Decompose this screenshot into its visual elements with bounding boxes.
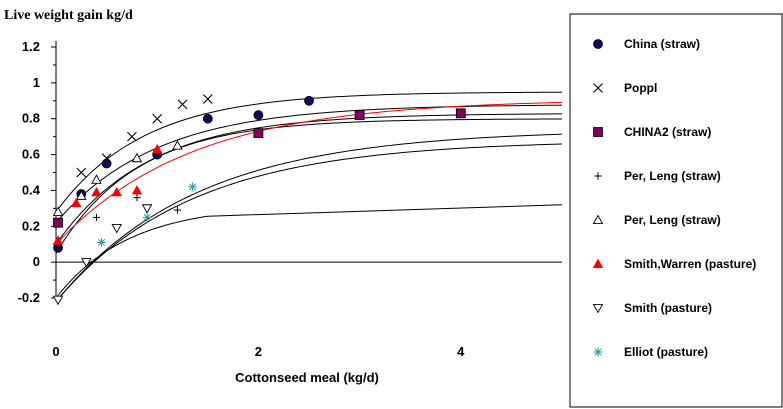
data-point-series-5 (91, 186, 102, 197)
legend-label: CHINA2 (straw) (624, 125, 711, 139)
fitted-curve (55, 104, 563, 224)
data-point-series-7 (142, 212, 152, 222)
data-point-series-3 (92, 213, 101, 221)
y-tick-label: 1 (33, 75, 40, 90)
data-point-series-3 (133, 194, 141, 202)
data-point-series-3 (173, 206, 182, 214)
axes (51, 41, 562, 299)
data-point-series-7 (188, 182, 198, 192)
fitted-curve (55, 143, 563, 302)
data-point-series-0 (304, 95, 314, 106)
data-point-series-5 (52, 235, 64, 245)
x-tick-label: 4 (457, 344, 465, 359)
data-point-series-6 (52, 295, 64, 306)
legend-label: Smith,Warren (pasture) (624, 257, 756, 271)
y-tick-label: 0.4 (22, 182, 41, 197)
data-point-series-2 (53, 217, 63, 228)
y-tick-label: 0.2 (22, 218, 40, 233)
data-point-series-4 (76, 190, 87, 200)
data-point-series-1 (101, 153, 112, 164)
tick-labels: -0.2 0 0.2 0.4 0.6 0.8 1 1.2 0 2 4 (18, 39, 466, 359)
legend: China (straw) Poppl CHINA2 (straw) Per, Len… (592, 37, 756, 359)
data-points (52, 94, 466, 306)
legend-label: Poppl (624, 81, 657, 95)
legend-marker (593, 127, 603, 137)
legend-marker (594, 172, 602, 180)
data-point-series-5 (131, 185, 143, 195)
x-tick-label: 0 (52, 344, 59, 359)
legend-marker (592, 258, 604, 268)
data-point-series-2 (253, 128, 264, 138)
data-point-series-4 (52, 206, 64, 216)
legend-label: China (straw) (624, 37, 700, 51)
data-point-series-1 (177, 99, 188, 110)
data-point-series-6 (111, 224, 122, 234)
data-point-series-6 (81, 258, 92, 268)
legend-label: Smith (pasture) (624, 301, 712, 315)
data-point-series-4 (91, 174, 102, 184)
x-axis-label: Cottonseed meal (kg/d) (235, 370, 379, 385)
data-point-series-0 (53, 242, 63, 253)
data-point-series-1 (152, 113, 163, 124)
fitted-curve (55, 91, 563, 213)
y-axis-label: Live weight gain kg/d (4, 8, 133, 23)
fitted-curve (55, 101, 563, 245)
legend-label: Per, Leng (straw) (624, 169, 721, 183)
y-tick-label: -0.2 (18, 290, 40, 305)
data-point-series-5 (71, 197, 82, 207)
legend-label: Per, Leng (straw) (624, 213, 721, 227)
legend-marker (593, 347, 603, 357)
fitted-curves (55, 91, 563, 302)
y-tick-label: 0 (33, 254, 40, 269)
fitted-curve (55, 113, 563, 245)
data-point-series-7 (97, 237, 107, 247)
data-point-series-1 (202, 94, 213, 104)
data-point-series-1 (76, 167, 87, 178)
data-point-series-5 (152, 143, 163, 154)
data-point-series-6 (141, 204, 153, 214)
fitted-curve (55, 133, 563, 302)
data-point-series-5 (111, 186, 122, 197)
legend-marker (592, 303, 604, 314)
y-tick-label: 0.8 (22, 111, 40, 126)
y-tick-label: 0.6 (22, 147, 40, 162)
data-point-series-2 (354, 110, 365, 121)
data-point-series-0 (253, 110, 264, 121)
fitted-curve (55, 204, 563, 299)
data-point-series-2 (455, 108, 466, 119)
legend-marker (593, 39, 603, 49)
legend-label: Elliot (pasture) (624, 345, 708, 359)
legend-marker (592, 214, 604, 225)
legend-box (569, 13, 783, 408)
data-point-series-4 (131, 152, 143, 163)
data-point-series-1 (127, 131, 137, 142)
fitted-curve (55, 118, 563, 254)
x-tick-label: 2 (255, 344, 262, 359)
data-point-series-0 (101, 158, 112, 169)
y-tick-label: 1.2 (22, 39, 40, 54)
legend-marker (593, 83, 603, 93)
data-point-series-4 (172, 140, 183, 150)
data-point-series-0 (202, 113, 213, 124)
